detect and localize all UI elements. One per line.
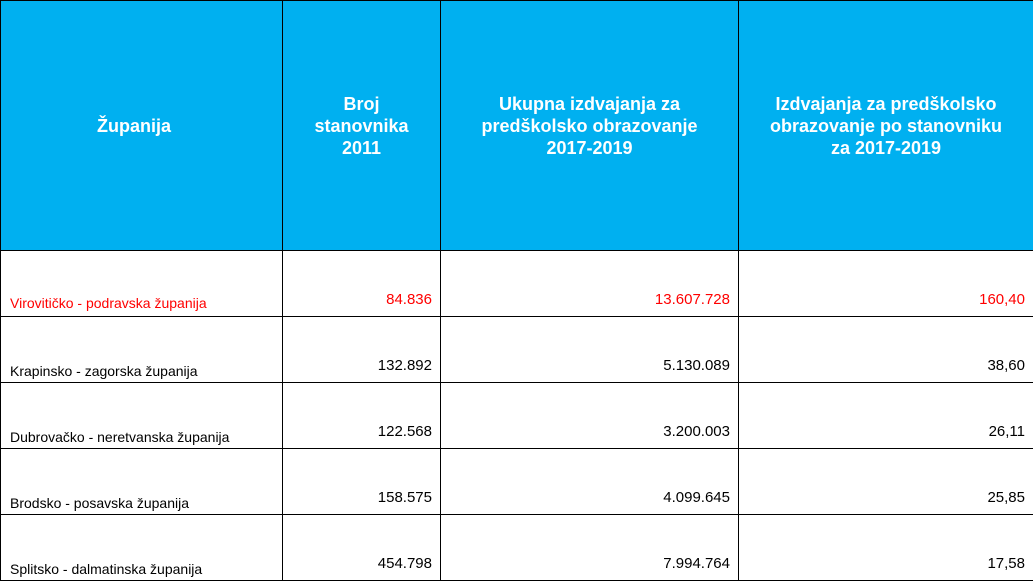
table-row: Dubrovačko - neretvanska županija 122.56… <box>1 383 1033 449</box>
per-capita-cell: 25,85 <box>739 449 1033 515</box>
county-name: Dubrovačko - neretvanska županija <box>1 383 283 449</box>
total-spending-cell: 3.200.003 <box>441 383 739 449</box>
table-row: Brodsko - posavska županija 158.575 4.09… <box>1 449 1033 515</box>
header-total-line3: 2017-2019 <box>546 138 632 158</box>
population-cell: 122.568 <box>283 383 441 449</box>
table-row: Virovitičko - podravska županija 84.836 … <box>1 251 1033 317</box>
header-population-line2: stanovnika <box>314 116 408 136</box>
county-name: Krapinsko - zagorska županija <box>1 317 283 383</box>
header-total-line1: Ukupna izdvajanja za <box>499 94 680 114</box>
per-capita-cell: 17,58 <box>739 515 1033 581</box>
header-per-capita-line3: za 2017-2019 <box>831 138 941 158</box>
header-per-capita-line1: Izdvajanja za predškolsko <box>775 94 996 114</box>
header-total-line2: predškolsko obrazovanje <box>481 116 697 136</box>
header-per-capita: Izdvajanja za predškolsko obrazovanje po… <box>739 1 1033 251</box>
population-cell: 132.892 <box>283 317 441 383</box>
total-spending-cell: 7.994.764 <box>441 515 739 581</box>
population-cell: 454.798 <box>283 515 441 581</box>
per-capita-cell: 26,11 <box>739 383 1033 449</box>
population-cell: 158.575 <box>283 449 441 515</box>
header-population-line1: Broj <box>344 94 380 114</box>
per-capita-cell: 38,60 <box>739 317 1033 383</box>
table-row: Splitsko - dalmatinska županija 454.798 … <box>1 515 1033 581</box>
header-total-spending: Ukupna izdvajanja za predškolsko obrazov… <box>441 1 739 251</box>
total-spending-cell: 5.130.089 <box>441 317 739 383</box>
header-population-line3: 2011 <box>342 138 381 158</box>
header-population: Broj stanovnika 2011 <box>283 1 441 251</box>
table-row: Krapinsko - zagorska županija 132.892 5.… <box>1 317 1033 383</box>
header-county-label: Županija <box>97 116 171 136</box>
header-row: Županija Broj stanovnika 2011 Ukupna izd… <box>1 1 1033 251</box>
county-name: Brodsko - posavska županija <box>1 449 283 515</box>
header-per-capita-line2: obrazovanje po stanovniku <box>770 116 1002 136</box>
header-county: Županija <box>1 1 283 251</box>
population-cell: 84.836 <box>283 251 441 317</box>
total-spending-cell: 13.607.728 <box>441 251 739 317</box>
county-name: Virovitičko - podravska županija <box>1 251 283 317</box>
county-name: Splitsko - dalmatinska županija <box>1 515 283 581</box>
total-spending-cell: 4.099.645 <box>441 449 739 515</box>
per-capita-cell: 160,40 <box>739 251 1033 317</box>
